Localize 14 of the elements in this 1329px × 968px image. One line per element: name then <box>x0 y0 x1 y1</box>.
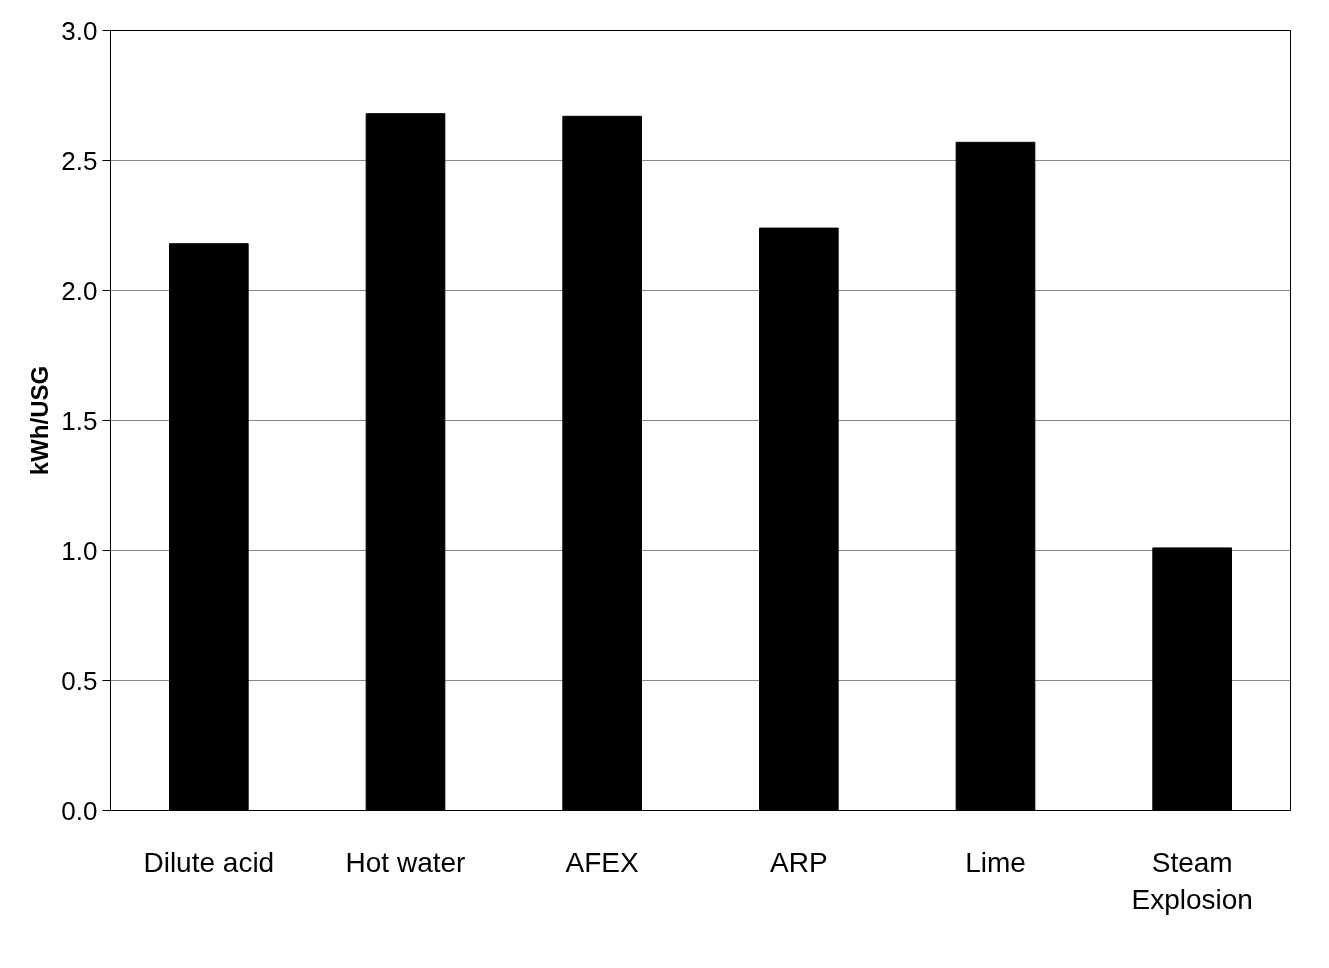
x-tick-label: ARP <box>770 846 828 878</box>
y-tick-label: 1.0 <box>61 535 98 566</box>
y-tick-label: 0.5 <box>61 665 98 696</box>
y-tick-label: 3.0 <box>61 15 98 46</box>
x-tick-label: Hot water <box>345 846 466 878</box>
x-tick-label: Lime <box>965 846 1026 878</box>
y-tick-label: 2.0 <box>61 275 98 306</box>
y-axis-title: kWh/USG <box>26 365 54 476</box>
x-tick-label: Dilute acid <box>143 846 275 878</box>
y-tick-label: 2.5 <box>61 145 98 176</box>
y-tick-label: 1.5 <box>61 405 98 436</box>
x-tick-label: Steam Explosion <box>1131 846 1253 915</box>
x-tick-label: AFEX <box>565 846 640 878</box>
y-tick-label: 0.0 <box>61 795 98 826</box>
